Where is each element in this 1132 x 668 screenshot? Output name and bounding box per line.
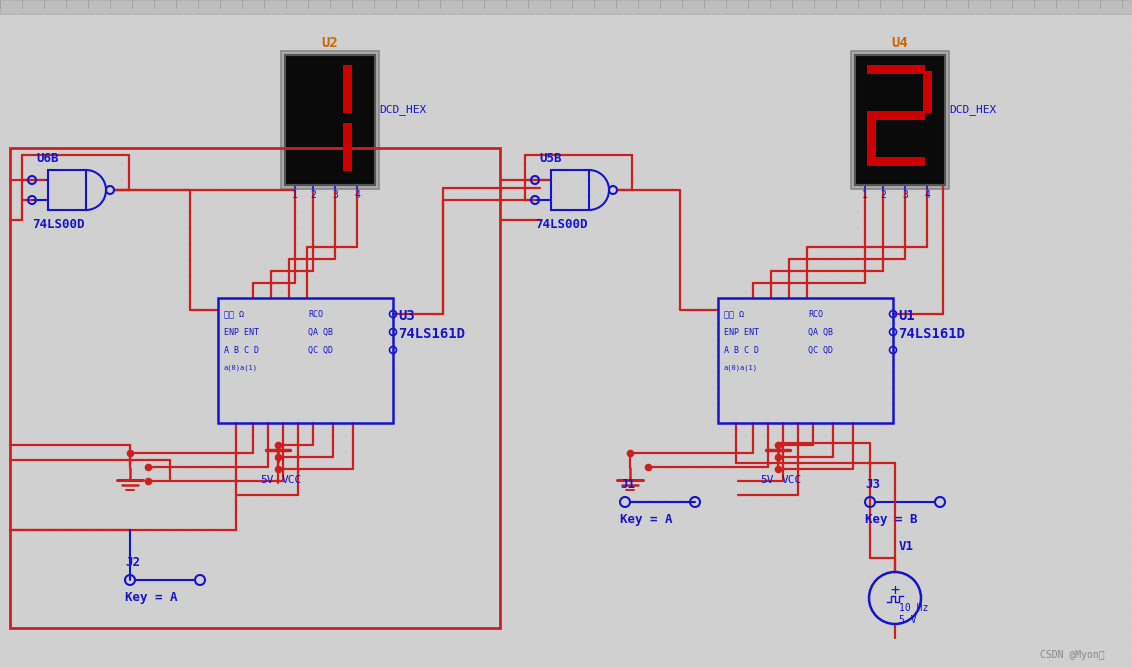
Bar (218, 298, 393, 423)
Bar (923, 71, 932, 113)
Text: QC QD: QC QD (308, 345, 333, 355)
Bar (48, 170, 86, 210)
Text: 5V: 5V (760, 475, 773, 485)
Text: +: + (891, 582, 900, 597)
Bar (285, 55, 375, 185)
Bar (851, 51, 949, 189)
Text: U5B: U5B (539, 152, 561, 164)
Text: U3: U3 (398, 309, 414, 323)
Text: QA QB: QA QB (808, 327, 833, 337)
Bar (718, 298, 893, 423)
Text: 10 Hz: 10 Hz (899, 603, 928, 613)
Bar (281, 51, 379, 189)
Text: 2: 2 (880, 190, 886, 200)
Bar (343, 65, 352, 113)
Text: DCD_HEX: DCD_HEX (949, 105, 996, 116)
Text: J2: J2 (125, 556, 140, 568)
Text: 5 V: 5 V (899, 615, 917, 625)
Text: Key = A: Key = A (125, 591, 178, 605)
Text: 袈袈 Ω: 袈袈 Ω (224, 309, 245, 319)
Text: a(0)a(1): a(0)a(1) (724, 365, 758, 371)
Text: a(0)a(1): a(0)a(1) (224, 365, 258, 371)
Text: RCO: RCO (308, 309, 323, 319)
Text: 1: 1 (863, 190, 868, 200)
Text: 74LS161D: 74LS161D (898, 327, 964, 341)
Text: U1: U1 (898, 309, 915, 323)
Text: VCC: VCC (782, 475, 803, 485)
Text: U6B: U6B (36, 152, 59, 164)
Text: A B C D: A B C D (724, 345, 758, 355)
Text: DCD_HEX: DCD_HEX (379, 105, 427, 116)
Bar (343, 123, 352, 171)
Text: QC QD: QC QD (808, 345, 833, 355)
Bar (867, 117, 876, 159)
Text: Key = B: Key = B (865, 514, 918, 526)
Text: Key = A: Key = A (620, 514, 672, 526)
Text: 4: 4 (354, 190, 360, 200)
Text: RCO: RCO (808, 309, 823, 319)
Text: J3: J3 (865, 478, 880, 490)
Text: V1: V1 (899, 540, 914, 552)
Text: CSDN @Myon六: CSDN @Myon六 (1040, 650, 1105, 660)
Text: U2: U2 (321, 36, 338, 50)
Bar (0, 0, 1132, 14)
Text: 74LS00D: 74LS00D (32, 218, 85, 230)
Text: ENP ENT: ENP ENT (224, 327, 259, 337)
Bar (867, 111, 925, 120)
Text: ENP ENT: ENP ENT (724, 327, 758, 337)
Text: 2: 2 (310, 190, 316, 200)
Bar (551, 170, 589, 210)
Text: 袈袈 Ω: 袈袈 Ω (724, 309, 744, 319)
Text: QA QB: QA QB (308, 327, 333, 337)
Text: VCC: VCC (282, 475, 302, 485)
Text: 74LS00D: 74LS00D (535, 218, 588, 230)
Bar (855, 55, 945, 185)
Text: 3: 3 (902, 190, 908, 200)
Text: 5V: 5V (260, 475, 274, 485)
Text: U4: U4 (892, 36, 908, 50)
Bar (10, 148, 500, 628)
Text: A B C D: A B C D (224, 345, 259, 355)
Bar (867, 157, 925, 166)
Text: 1: 1 (292, 190, 298, 200)
Text: J1: J1 (620, 478, 635, 490)
Bar (867, 65, 925, 74)
Text: 3: 3 (332, 190, 338, 200)
Text: 4: 4 (924, 190, 929, 200)
Text: 74LS161D: 74LS161D (398, 327, 465, 341)
